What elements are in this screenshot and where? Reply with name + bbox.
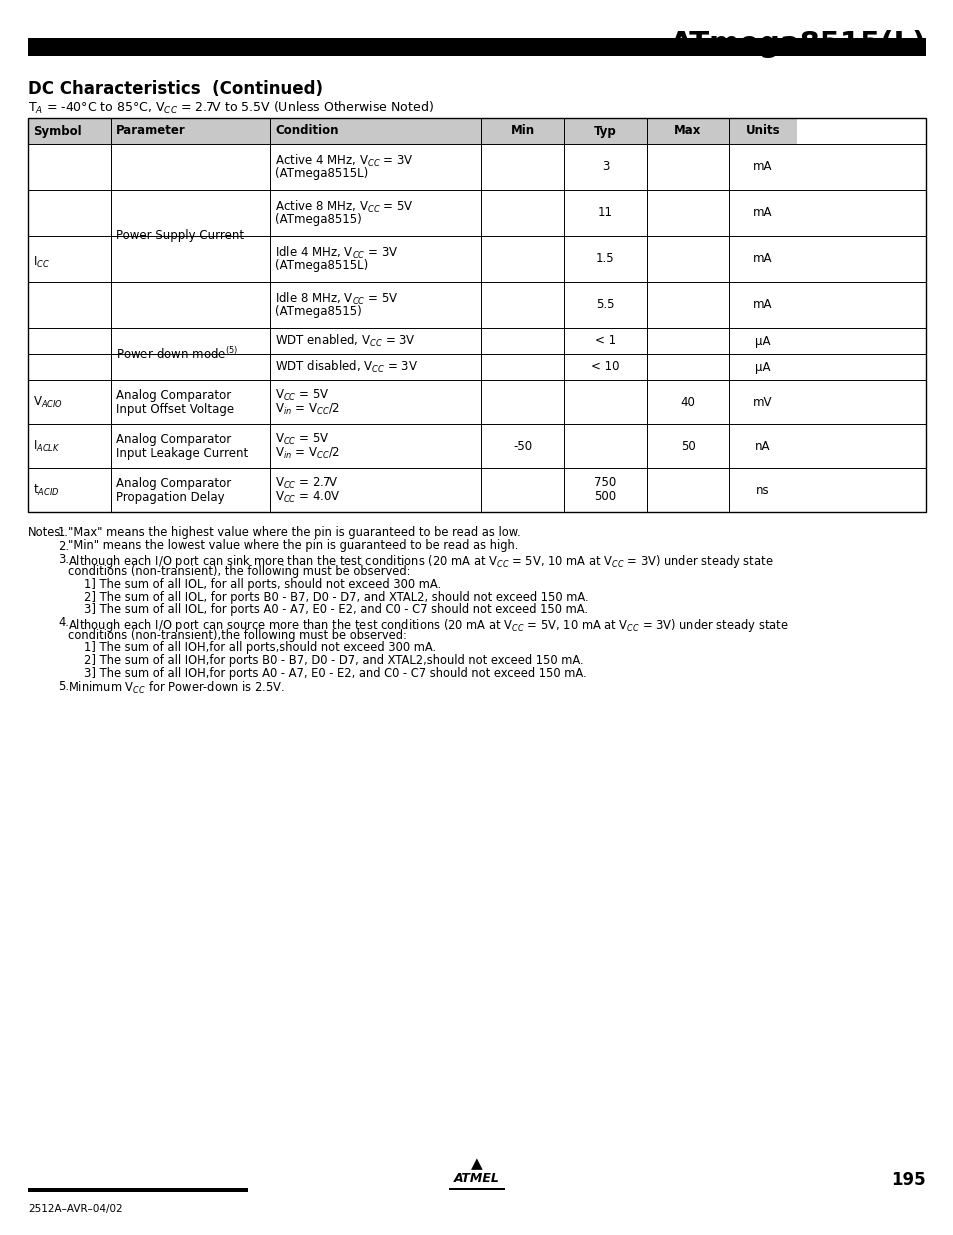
Text: 5.: 5. (58, 680, 69, 693)
Text: Parameter: Parameter (115, 125, 185, 137)
Text: V$_{CC}$ = 4.0V: V$_{CC}$ = 4.0V (275, 489, 341, 505)
Text: I$_{CC}$: I$_{CC}$ (33, 254, 50, 269)
Text: 3] The sum of all IOL, for ports A0 - A7, E0 - E2, and C0 - C7 should not exceed: 3] The sum of all IOL, for ports A0 - A7… (84, 603, 587, 616)
Text: Analog Comparator: Analog Comparator (115, 389, 231, 401)
Text: (ATmega8515): (ATmega8515) (275, 212, 362, 226)
Text: Active 8 MHz, V$_{CC}$ = 5V: Active 8 MHz, V$_{CC}$ = 5V (275, 199, 414, 215)
Text: 750: 750 (594, 477, 616, 489)
Text: V$_{CC}$ = 2.7V: V$_{CC}$ = 2.7V (275, 475, 338, 490)
Text: DC Characteristics  (Continued): DC Characteristics (Continued) (28, 80, 323, 98)
Text: 2] The sum of all IOL, for ports B0 - B7, D0 - D7, and XTAL2, should not exceed : 2] The sum of all IOL, for ports B0 - B7… (84, 590, 588, 604)
Text: (ATmega8515L): (ATmega8515L) (275, 167, 368, 179)
Text: (ATmega8515L): (ATmega8515L) (275, 258, 368, 272)
Text: Min: Min (510, 125, 535, 137)
Bar (729, 119, 796, 144)
Text: Symbol: Symbol (33, 125, 82, 137)
Text: mA: mA (753, 161, 772, 173)
Text: 40: 40 (679, 395, 695, 409)
Text: 5.5: 5.5 (596, 299, 614, 311)
Bar (449, 1188, 504, 1191)
Text: Idle 4 MHz, V$_{CC}$ = 3V: Idle 4 MHz, V$_{CC}$ = 3V (275, 245, 398, 261)
Text: V$_{in}$ = V$_{CC}$/2: V$_{in}$ = V$_{CC}$/2 (275, 401, 340, 416)
Text: 2.: 2. (58, 540, 69, 552)
Text: V$_{ACIO}$: V$_{ACIO}$ (33, 394, 63, 410)
Text: mA: mA (753, 299, 772, 311)
Text: I$_{ACLK}$: I$_{ACLK}$ (33, 438, 60, 453)
Text: -50: -50 (513, 440, 532, 452)
Text: 2] The sum of all IOH,for ports B0 - B7, D0 - D7, and XTAL2,should not exceed 15: 2] The sum of all IOH,for ports B0 - B7,… (84, 655, 583, 667)
Text: nA: nA (755, 440, 770, 452)
Text: WDT enabled, V$_{CC}$ = 3V: WDT enabled, V$_{CC}$ = 3V (275, 333, 416, 350)
Text: V$_{CC}$ = 5V: V$_{CC}$ = 5V (275, 431, 330, 447)
Text: 3.: 3. (58, 553, 69, 566)
Text: 500: 500 (594, 490, 616, 504)
Text: μA: μA (755, 335, 770, 347)
Text: 1.5: 1.5 (596, 252, 614, 266)
Text: Power Supply Current: Power Supply Current (115, 230, 243, 242)
Text: ATmega8515(L): ATmega8515(L) (669, 30, 925, 58)
Bar (646, 119, 729, 144)
Text: Power-down mode$^{(5)}$: Power-down mode$^{(5)}$ (115, 346, 237, 362)
Bar (563, 119, 646, 144)
Text: (ATmega8515): (ATmega8515) (275, 305, 362, 317)
Text: t$_{ACID}$: t$_{ACID}$ (33, 483, 59, 498)
Text: Although each I/O port can source more than the test conditions (20 mA at V$_{CC: Although each I/O port can source more t… (68, 616, 788, 634)
Text: "Max" means the highest value where the pin is guaranteed to be read as low.: "Max" means the highest value where the … (68, 526, 520, 538)
Text: 4.: 4. (58, 616, 69, 630)
Text: 3] The sum of all IOH,for ports A0 - A7, E0 - E2, and C0 - C7 should not exceed : 3] The sum of all IOH,for ports A0 - A7,… (84, 667, 586, 679)
Bar (28, 1188, 248, 1192)
Text: Active 4 MHz, V$_{CC}$ = 3V: Active 4 MHz, V$_{CC}$ = 3V (275, 153, 414, 169)
Text: Although each I/O port can sink more than the test conditions (20 mA at V$_{CC}$: Although each I/O port can sink more tha… (68, 553, 773, 571)
Text: 1] The sum of all IOH,for all ports,should not exceed 300 mA.: 1] The sum of all IOH,for all ports,shou… (84, 641, 436, 655)
Text: 1.: 1. (58, 526, 69, 538)
Text: 50: 50 (679, 440, 695, 452)
Text: 3: 3 (601, 161, 608, 173)
Text: Condition: Condition (275, 125, 338, 137)
Text: V$_{in}$ = V$_{CC}$/2: V$_{in}$ = V$_{CC}$/2 (275, 446, 340, 461)
Text: < 1: < 1 (595, 335, 616, 347)
Text: 11: 11 (598, 206, 612, 220)
Bar (28, 38, 925, 56)
Text: conditions (non-transient), the following must be observed:: conditions (non-transient), the followin… (68, 566, 410, 578)
Text: "Min" means the lowest value where the pin is guaranteed to be read as high.: "Min" means the lowest value where the p… (68, 540, 517, 552)
Text: mV: mV (753, 395, 772, 409)
Text: Notes:: Notes: (28, 526, 65, 538)
Text: V$_{CC}$ = 5V: V$_{CC}$ = 5V (275, 388, 330, 403)
Text: Minimum V$_{CC}$ for Power-down is 2.5V.: Minimum V$_{CC}$ for Power-down is 2.5V. (68, 680, 285, 697)
Text: mA: mA (753, 206, 772, 220)
Text: Max: Max (674, 125, 701, 137)
Text: Input Offset Voltage: Input Offset Voltage (115, 403, 233, 415)
Text: Analog Comparator: Analog Comparator (115, 477, 231, 489)
Bar (271, 119, 481, 144)
Text: Typ: Typ (594, 125, 617, 137)
Text: Idle 8 MHz, V$_{CC}$ = 5V: Idle 8 MHz, V$_{CC}$ = 5V (275, 291, 398, 308)
Text: Input Leakage Current: Input Leakage Current (115, 447, 248, 459)
Text: mA: mA (753, 252, 772, 266)
Text: conditions (non-transient),the following must be observed:: conditions (non-transient),the following… (68, 629, 406, 642)
Text: 195: 195 (890, 1171, 925, 1189)
Text: 1] The sum of all IOL, for all ports, should not exceed 300 mA.: 1] The sum of all IOL, for all ports, sh… (84, 578, 440, 592)
Text: Units: Units (745, 125, 780, 137)
Text: < 10: < 10 (591, 361, 619, 373)
Text: T$_A$ = -40°C to 85°C, V$_{CC}$ = 2.7V to 5.5V (Unless Otherwise Noted): T$_A$ = -40°C to 85°C, V$_{CC}$ = 2.7V t… (28, 100, 434, 116)
Text: 2512A–AVR–04/02: 2512A–AVR–04/02 (28, 1204, 123, 1214)
Text: WDT disabled, V$_{CC}$ = 3V: WDT disabled, V$_{CC}$ = 3V (275, 359, 418, 375)
Text: ns: ns (756, 483, 769, 496)
Bar (28, 119, 111, 144)
Bar (481, 119, 563, 144)
Text: Propagation Delay: Propagation Delay (115, 490, 224, 504)
Text: μA: μA (755, 361, 770, 373)
Bar (111, 119, 271, 144)
Text: ATMEL: ATMEL (454, 1172, 499, 1184)
Bar (28, 119, 925, 513)
Text: ▲: ▲ (471, 1156, 482, 1172)
Text: Analog Comparator: Analog Comparator (115, 432, 231, 446)
